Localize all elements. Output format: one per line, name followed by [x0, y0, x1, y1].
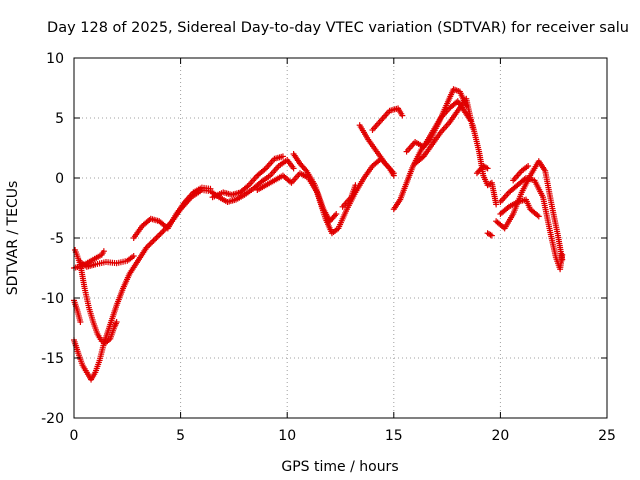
x-tick-label: 5: [176, 428, 185, 444]
x-tick-label: 25: [598, 428, 616, 444]
data-point: [113, 319, 120, 325]
x-axis-label: GPS time / hours: [281, 459, 398, 475]
data-point: [130, 253, 137, 259]
data-point: [390, 170, 397, 177]
data-point: [150, 237, 157, 244]
gridlines: [74, 58, 607, 418]
data-point: [207, 185, 214, 192]
y-tick-label: -20: [41, 411, 64, 427]
data-point: [279, 153, 286, 160]
x-tick-label: 0: [70, 428, 79, 444]
data-point: [488, 232, 495, 239]
y-tick-label: -10: [41, 291, 64, 307]
data-point: [333, 211, 340, 217]
y-tick-label: -5: [50, 231, 64, 247]
chart-title: Day 128 of 2025, Sidereal Day-to-day VTE…: [47, 20, 629, 36]
data-point: [525, 163, 532, 169]
data-point: [156, 232, 163, 238]
data-point: [146, 241, 153, 248]
data-point: [147, 240, 154, 247]
data-point: [100, 248, 107, 255]
data-point: [157, 230, 164, 237]
y-tick-label: 5: [55, 111, 64, 127]
data-point: [352, 182, 359, 189]
x-tick-label: 20: [491, 428, 509, 444]
y-tick-label: 10: [46, 51, 64, 67]
y-axis-label: SDTVAR / TECUs: [5, 181, 21, 296]
data-point: [559, 256, 566, 263]
data-point: [484, 165, 491, 172]
data-point: [493, 201, 500, 208]
data-point: [152, 236, 159, 243]
data-point: [159, 229, 166, 236]
data-point: [399, 112, 406, 119]
y-tick-label: 0: [55, 171, 64, 187]
x-tick-label: 10: [278, 428, 296, 444]
data-point: [290, 165, 297, 172]
data-points: [71, 86, 566, 383]
data-point: [154, 233, 161, 240]
data-point: [77, 319, 84, 325]
data-point: [153, 234, 160, 241]
x-tick-label: 15: [385, 428, 403, 444]
data-point: [535, 213, 542, 220]
axis-ticks: 0 5 10 15 20 25 -20 -15 -10 -5 0 5 10: [41, 51, 616, 444]
y-tick-label: -15: [41, 351, 64, 367]
data-point: [149, 239, 156, 245]
